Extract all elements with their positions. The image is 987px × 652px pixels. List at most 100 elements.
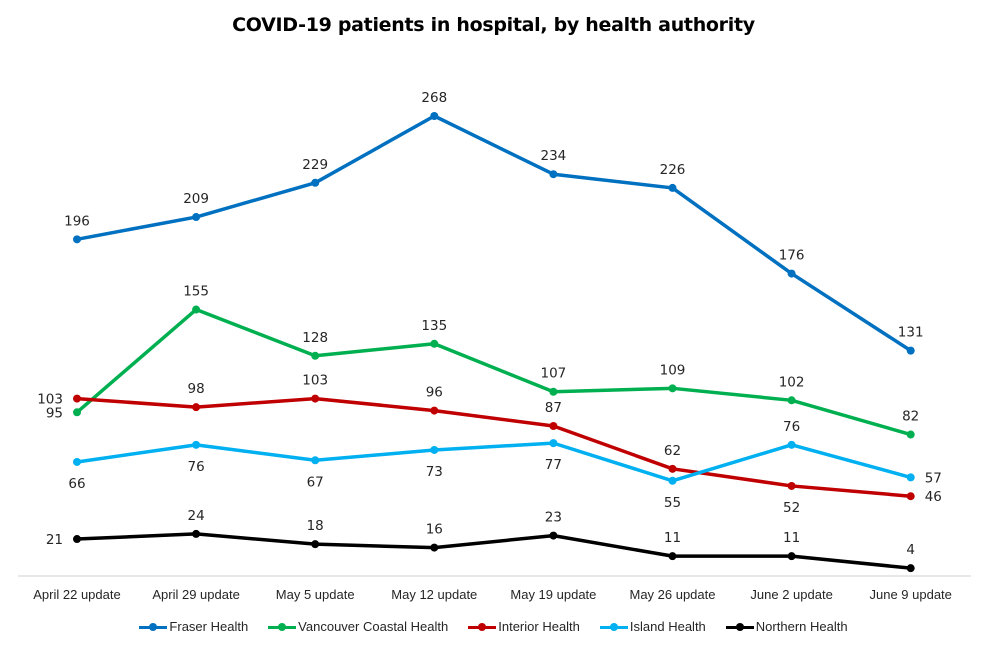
data-label: 21 (46, 532, 63, 548)
data-point (668, 552, 677, 561)
legend-label: Vancouver Coastal Health (298, 619, 449, 634)
data-point (311, 456, 320, 465)
data-label: 109 (660, 362, 686, 378)
series-layer (73, 112, 915, 573)
data-point (73, 457, 81, 466)
data-label: 226 (660, 162, 686, 178)
data-label: 77 (545, 457, 562, 473)
data-label: 73 (426, 464, 443, 480)
series-northern-health (73, 529, 915, 573)
data-point (549, 531, 558, 540)
data-point (906, 346, 915, 355)
data-point (787, 481, 796, 490)
data-label: 4 (906, 542, 915, 558)
legend-marker-icon (268, 621, 297, 633)
data-label: 102 (779, 374, 805, 390)
data-label: 176 (779, 248, 805, 264)
legend-item-northern-health[interactable]: Northern Health (725, 619, 848, 634)
data-point (430, 445, 439, 454)
data-label: 52 (783, 500, 800, 516)
data-point (787, 552, 796, 561)
data-point (906, 473, 915, 482)
x-tick-label: June 9 update (869, 587, 951, 602)
data-point (73, 394, 81, 403)
data-label: 209 (183, 191, 209, 207)
series-interior-health (73, 394, 915, 501)
data-label: 98 (188, 381, 205, 397)
data-point (906, 430, 915, 439)
data-label: 57 (925, 470, 942, 486)
x-tick-label: April 29 update (152, 587, 239, 602)
data-label: 23 (545, 510, 562, 526)
data-label: 66 (68, 476, 85, 492)
data-label: 128 (302, 330, 328, 346)
x-tick-layer: April 22 update April 29 update May 5 upda… (33, 587, 952, 602)
data-label: 67 (307, 474, 324, 490)
data-point (430, 406, 439, 415)
series-island-health (73, 439, 915, 485)
data-label: 95 (46, 405, 63, 421)
data-point (311, 351, 320, 360)
data-point (311, 394, 320, 403)
legend-item-island-health[interactable]: Island Health (599, 619, 706, 634)
data-label: 234 (541, 148, 567, 164)
data-label: 16 (426, 522, 443, 538)
data-label: 46 (925, 489, 942, 505)
data-point (73, 535, 81, 544)
series-line (76, 441, 912, 483)
data-label: 76 (783, 419, 800, 435)
x-tick-label: May 19 update (510, 587, 596, 602)
series-line (76, 396, 911, 498)
data-label: 62 (664, 443, 681, 459)
legend-dot (735, 622, 744, 631)
data-label: 107 (541, 366, 567, 382)
data-label: 18 (307, 518, 324, 534)
data-label: 131 (898, 325, 924, 341)
data-point (668, 183, 677, 192)
data-point (668, 384, 677, 393)
legend-label: Interior Health (498, 619, 580, 634)
data-label: 76 (188, 459, 205, 475)
x-tick-label: May 26 update (629, 587, 715, 602)
data-point (311, 178, 320, 187)
data-point (906, 492, 915, 501)
data-point (668, 464, 677, 473)
data-label: 11 (664, 530, 681, 546)
data-point (787, 396, 796, 405)
data-point (430, 112, 439, 120)
x-tick-label: April 22 update (33, 587, 120, 602)
data-point (549, 170, 558, 179)
series-line (76, 532, 911, 570)
data-label: 155 (183, 284, 209, 300)
data-label: 96 (426, 385, 443, 401)
legend-label: Fraser Health (169, 619, 249, 634)
legend-item-fraser-health[interactable]: Fraser Health (139, 619, 248, 634)
data-label: 87 (545, 400, 562, 416)
legend-dot (609, 622, 618, 631)
legend-marker-icon (599, 621, 628, 633)
data-point (73, 408, 81, 417)
legend-dot (478, 622, 487, 631)
data-label: 103 (302, 373, 328, 389)
data-label: 135 (421, 318, 447, 334)
data-label: 268 (421, 90, 447, 106)
data-point (549, 421, 558, 430)
legend: Fraser Health Vancouver Coastal Health Int… (0, 619, 987, 634)
data-point (73, 235, 81, 244)
data-point (311, 540, 320, 549)
legend-label: Island Health (629, 619, 706, 634)
legend-marker-icon (468, 621, 497, 633)
data-point (192, 213, 201, 222)
data-point (668, 476, 677, 485)
legend-item-interior-health[interactable]: Interior Health (468, 619, 580, 634)
data-point (549, 387, 558, 396)
legend-dot (278, 622, 287, 631)
x-tick-label: May 5 update (276, 587, 355, 602)
legend-label: Northern Health (755, 619, 848, 634)
legend-dot (149, 622, 158, 631)
data-point (430, 339, 439, 348)
x-tick-label: May 12 update (391, 587, 477, 602)
legend-item-vancouver-coastal-health[interactable]: Vancouver Coastal Health (268, 619, 448, 634)
